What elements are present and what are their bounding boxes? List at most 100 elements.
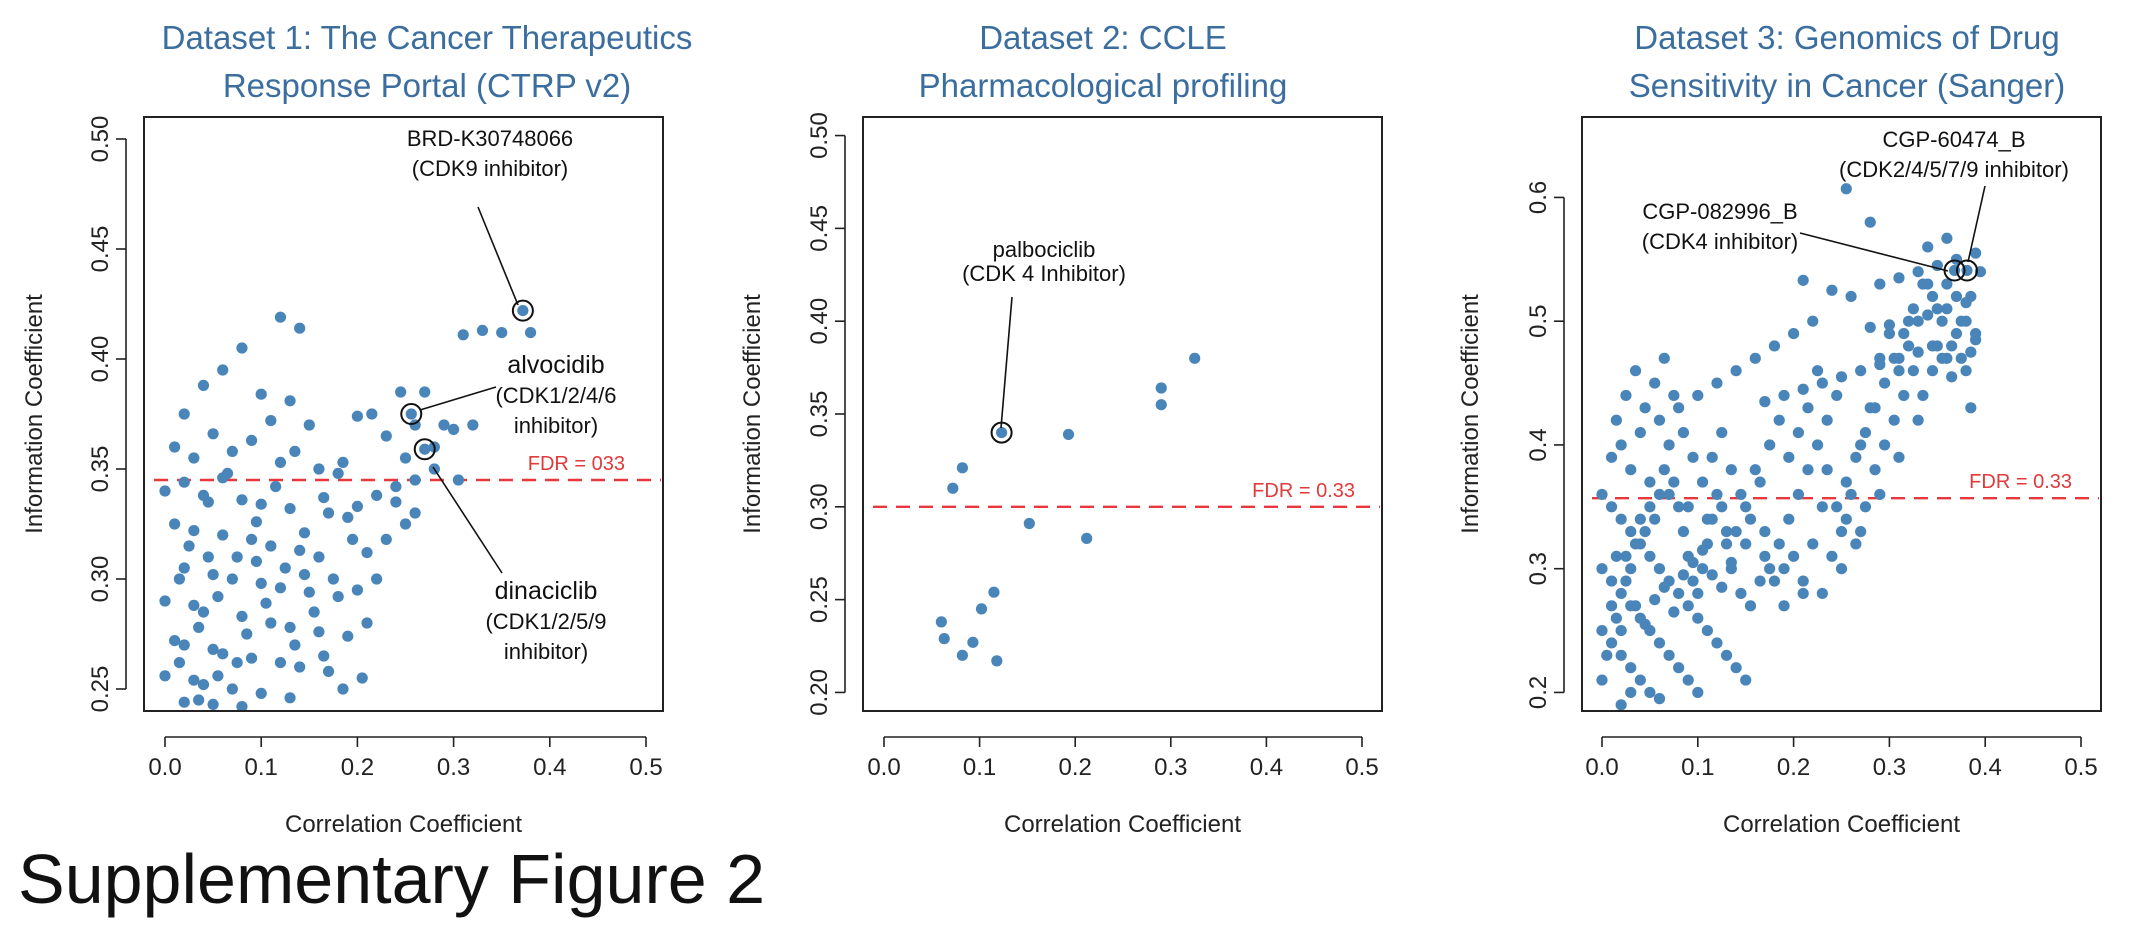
data-point <box>1744 600 1757 612</box>
data-point <box>1668 389 1680 402</box>
data-point <box>1701 624 1713 637</box>
data-point <box>1596 624 1608 637</box>
x-tick-label: 0.1 <box>1681 754 1714 781</box>
data-point <box>1778 389 1790 402</box>
y-tick-label: 0.2 <box>1525 676 1552 709</box>
data-point <box>1840 476 1852 488</box>
data-point <box>1706 513 1718 525</box>
data-point <box>1677 525 1690 538</box>
data-point <box>217 364 229 376</box>
data-point <box>1692 686 1704 699</box>
x-tick-label: 0.0 <box>867 754 900 781</box>
data-point <box>1682 550 1694 562</box>
data-point <box>1596 674 1608 686</box>
data-point <box>294 544 306 557</box>
data-point <box>1970 247 1982 259</box>
data-point <box>1668 476 1680 488</box>
annotation-text: palbociclib <box>993 237 1096 262</box>
data-point <box>1644 550 1656 562</box>
data-point <box>1605 451 1618 463</box>
data-point <box>1720 649 1733 661</box>
data-point <box>1893 272 1905 284</box>
data-point <box>1859 426 1872 439</box>
data-point <box>313 551 325 563</box>
annotation-text: CGP-60474_B <box>1882 127 2025 152</box>
plot-frame <box>1581 116 2102 712</box>
data-point <box>1912 266 1924 278</box>
y-tick-label: 0.6 <box>1525 181 1552 214</box>
data-point <box>1615 649 1627 661</box>
data-point <box>1888 352 1900 364</box>
data-point <box>1625 662 1637 674</box>
highlighted-data-point <box>405 408 417 420</box>
data-point <box>231 551 243 563</box>
data-point <box>1922 309 1934 321</box>
data-point <box>1835 371 1848 383</box>
data-point <box>1639 525 1651 538</box>
data-point <box>1831 501 1843 513</box>
data-point <box>1629 365 1642 377</box>
x-tick-label: 0.4 <box>1969 754 2002 781</box>
data-point <box>226 445 238 457</box>
data-point <box>1625 686 1637 699</box>
data-point <box>169 441 181 453</box>
data-point <box>265 540 277 552</box>
data-point <box>524 327 537 339</box>
data-point <box>193 694 205 706</box>
data-point <box>1653 414 1666 426</box>
data-point <box>207 428 219 440</box>
data-point <box>255 687 267 700</box>
data-point <box>1668 606 1680 618</box>
data-point <box>1673 587 1685 600</box>
data-point <box>361 547 373 559</box>
data-point <box>1620 550 1632 562</box>
data-point <box>1802 464 1814 476</box>
data-point <box>1720 525 1733 538</box>
data-point <box>1730 365 1742 377</box>
data-point <box>1596 488 1608 501</box>
fdr-label: FDR = 0.33 <box>1252 480 1355 502</box>
data-point <box>1946 340 1958 352</box>
x-tick-label: 0.5 <box>2064 754 2097 781</box>
y-tick-label: 0.50 <box>87 116 114 163</box>
data-point <box>1653 563 1666 575</box>
data-point <box>1658 352 1670 364</box>
data-point <box>327 573 339 585</box>
data-point <box>1759 525 1771 538</box>
x-tick-label: 0.4 <box>1250 754 1283 781</box>
data-point <box>1725 464 1737 476</box>
data-point <box>1941 303 1953 315</box>
data-point <box>1917 389 1929 402</box>
plot-frame <box>862 116 1383 712</box>
data-point <box>236 494 248 506</box>
data-point <box>1816 501 1828 513</box>
panel-dataset-2: Dataset 2: CCLE Pharmacological profiling… <box>739 19 1383 838</box>
data-point <box>178 408 190 420</box>
data-point <box>1893 365 1905 377</box>
data-point <box>1610 414 1622 426</box>
data-point <box>1778 563 1790 575</box>
data-point <box>226 573 238 585</box>
data-point <box>938 633 950 645</box>
data-point <box>496 327 508 339</box>
data-point <box>284 621 296 634</box>
data-point <box>1811 365 1824 377</box>
data-point <box>197 606 210 618</box>
data-point <box>202 496 214 508</box>
data-point <box>1907 303 1919 315</box>
data-point <box>1926 340 1939 352</box>
data-point <box>395 386 407 398</box>
data-point <box>1768 340 1781 352</box>
data-point <box>1658 464 1670 476</box>
data-point <box>178 696 190 708</box>
annotation-text: alvocidib <box>507 351 604 379</box>
annotation-text: dinaciclib <box>495 577 598 605</box>
data-point <box>289 639 301 651</box>
x-tick-label: 0.1 <box>245 754 278 781</box>
y-tick-label: 0.25 <box>806 576 833 623</box>
data-point <box>1754 476 1766 488</box>
highlighted-data-point <box>995 426 1008 439</box>
data-point <box>274 582 287 594</box>
y-tick-label: 0.45 <box>87 226 114 273</box>
